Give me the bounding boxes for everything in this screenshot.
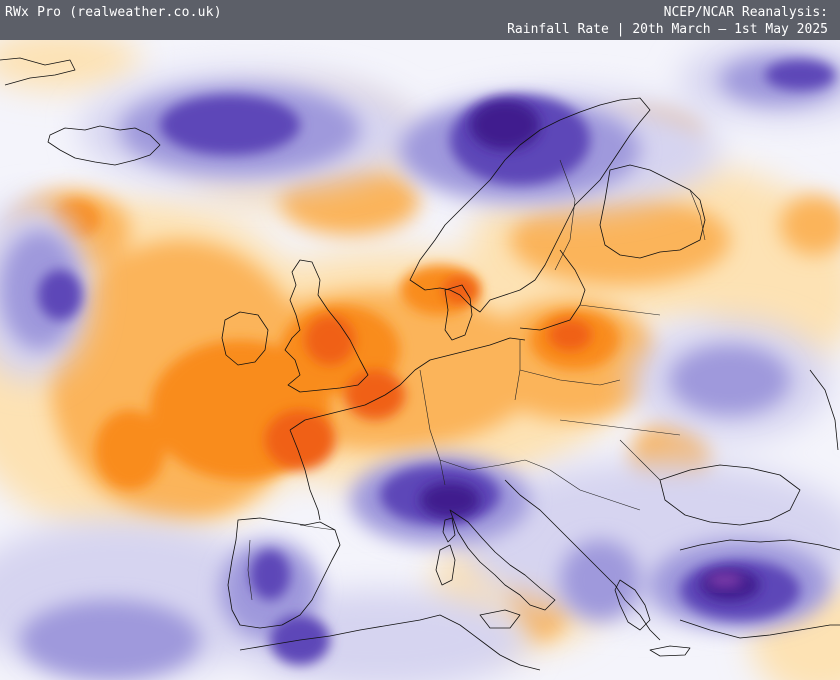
coast-north-africa <box>239 614 541 671</box>
border-finland-russia <box>689 189 706 241</box>
border-spain-portugal <box>247 539 253 601</box>
coast-continent-north <box>289 337 526 431</box>
border-scandinavia-inner <box>554 159 576 271</box>
coast-scandinavia <box>409 97 651 313</box>
chart-title: NCEP/NCAR Reanalysis: Rainfall Rate | 20… <box>507 4 828 38</box>
coast-turkey-south <box>679 619 840 639</box>
coast-greece <box>614 579 651 631</box>
border-balkans-inner <box>549 469 641 511</box>
coast-great-britain <box>284 259 369 393</box>
border-eastern-europe <box>559 419 681 436</box>
coastlines <box>0 57 840 671</box>
rainfall-map-svg <box>0 40 840 680</box>
coast-east-edge <box>809 369 839 451</box>
border-baltic-states <box>579 304 661 316</box>
coast-sicily <box>479 609 521 629</box>
coast-black-sea <box>659 464 801 526</box>
coast-corsica <box>442 517 456 543</box>
wet-anomaly-extreme <box>707 572 743 588</box>
country-borders <box>247 159 706 601</box>
coast-greenland <box>0 57 76 86</box>
coast-ireland <box>221 311 269 366</box>
coast-balkans <box>504 479 661 641</box>
coast-crete <box>649 645 691 657</box>
title-line-2: Rainfall Rate | 20th March — 1st May 202… <box>507 22 828 37</box>
border-alps <box>439 459 551 471</box>
coast-turkey <box>679 539 840 551</box>
border-romania <box>619 439 661 481</box>
coast-denmark <box>444 284 473 341</box>
coast-iceland <box>47 125 161 166</box>
brand-label: RWx Pro (realweather.co.uk) <box>5 5 222 20</box>
rainfall-map <box>0 40 840 680</box>
border-poland-east <box>519 369 621 386</box>
border-france-germany <box>419 369 446 486</box>
coast-finland <box>599 164 706 259</box>
border-pyrenees <box>299 524 336 531</box>
coast-sardinia <box>435 544 456 586</box>
coast-italy <box>449 509 556 611</box>
coast-france-west <box>289 429 321 521</box>
title-line-1: NCEP/NCAR Reanalysis: <box>663 5 828 20</box>
coast-baltic-east <box>519 249 586 331</box>
header-bar: RWx Pro (realweather.co.uk) NCEP/NCAR Re… <box>0 0 840 40</box>
coast-iberia <box>227 517 341 629</box>
